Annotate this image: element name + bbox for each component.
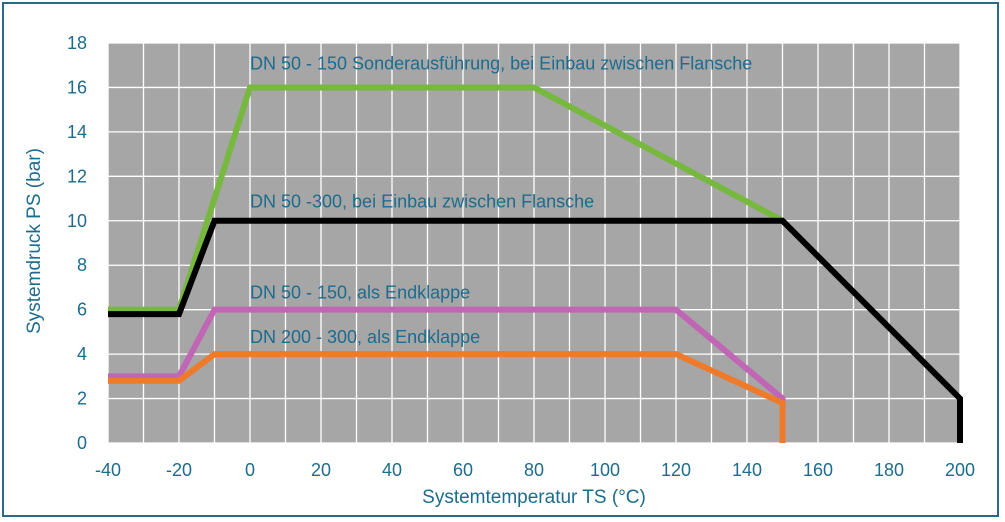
series-line-4 bbox=[108, 351, 786, 443]
series-label-4: DN 200 - 300, als Endklappe bbox=[250, 327, 480, 347]
x-tick-label: 160 bbox=[803, 460, 833, 480]
x-tick-label: 40 bbox=[382, 460, 402, 480]
y-tick-label: 8 bbox=[77, 255, 87, 275]
series-labels: DN 50 - 150 Sonderausführung, bei Einbau… bbox=[250, 54, 752, 347]
y-axis-title: Systemdruck PS (bar) bbox=[24, 148, 45, 334]
y-tick-label: 0 bbox=[77, 433, 87, 453]
series-label-1: DN 50 - 150 Sonderausführung, bei Einbau… bbox=[250, 54, 752, 74]
x-tick-label: 140 bbox=[732, 460, 762, 480]
y-tick-labels: 0 2 4 6 8 10 12 14 16 18 bbox=[67, 33, 87, 453]
x-axis-title: Systemtemperatur TS (°C) bbox=[422, 487, 646, 508]
y-tick-label: 4 bbox=[77, 344, 87, 364]
x-tick-label: 60 bbox=[453, 460, 473, 480]
x-tick-label: 100 bbox=[590, 460, 620, 480]
y-tick-label: 2 bbox=[77, 389, 87, 409]
x-tick-label: 180 bbox=[874, 460, 904, 480]
x-tick-label: 20 bbox=[311, 460, 331, 480]
series-lines bbox=[108, 84, 963, 443]
y-tick-label: 18 bbox=[67, 33, 87, 53]
x-tick-label: 0 bbox=[245, 460, 255, 480]
x-tick-labels: -40 -20 0 20 40 60 80 100 120 140 160 180 200 bbox=[95, 460, 975, 480]
y-tick-label: 6 bbox=[77, 300, 87, 320]
x-tick-label: -40 bbox=[95, 460, 121, 480]
series-line-2 bbox=[108, 217, 963, 443]
y-tick-label: 16 bbox=[67, 77, 87, 97]
series-label-3: DN 50 - 150, als Endklappe bbox=[250, 283, 470, 303]
x-tick-label: -20 bbox=[166, 460, 192, 480]
x-tick-label: 200 bbox=[945, 460, 975, 480]
series-line-1 bbox=[108, 84, 784, 313]
series-label-2: DN 50 -300, bei Einbau zwischen Flansche bbox=[250, 191, 594, 211]
y-tick-label: 14 bbox=[67, 122, 87, 142]
x-tick-label: 80 bbox=[524, 460, 544, 480]
y-tick-label: 12 bbox=[67, 166, 87, 186]
y-tick-label: 10 bbox=[67, 211, 87, 231]
x-tick-label: 120 bbox=[661, 460, 691, 480]
